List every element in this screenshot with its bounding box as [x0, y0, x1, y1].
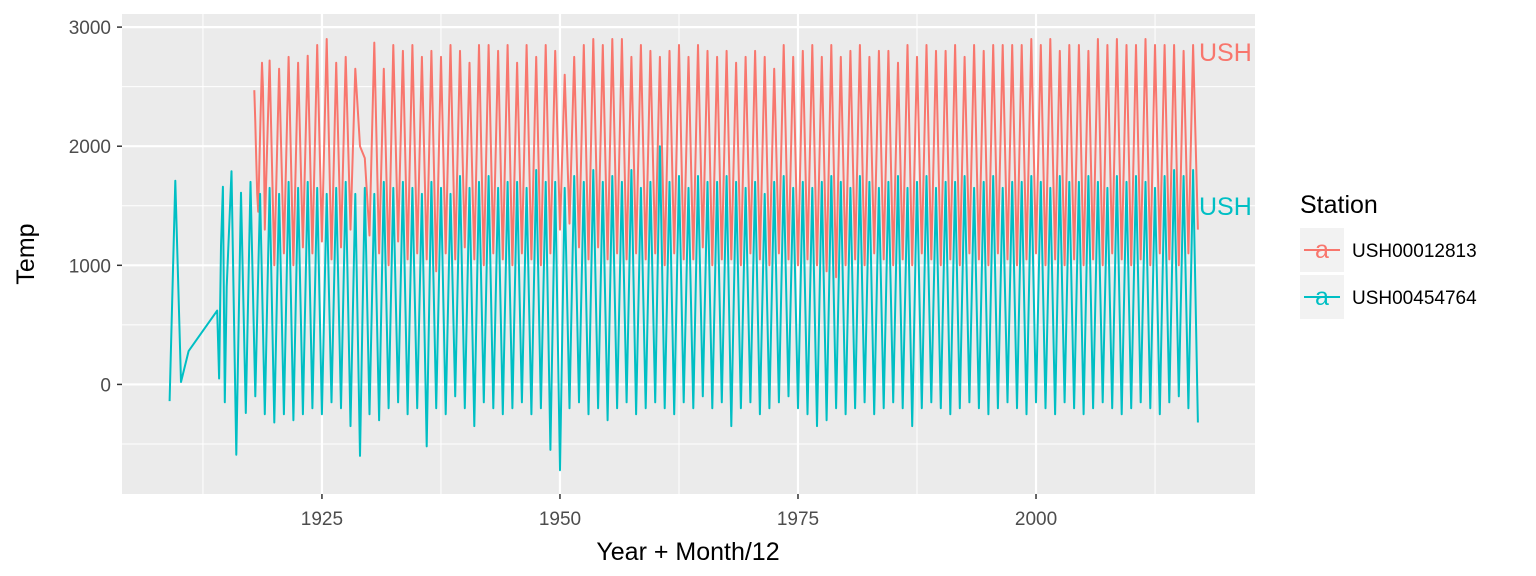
x-axis-title: Year + Month/12 [596, 538, 779, 566]
y-axis: 0 1000 2000 3000 [69, 18, 122, 396]
series-line-ush00012813 [253, 38, 1199, 279]
y-axis-title: Temp [12, 223, 40, 284]
legend-key-glyph: a [1315, 283, 1329, 311]
series-layer [168, 38, 1199, 472]
series-line-ush00454764 [168, 145, 1199, 472]
y-tick-label: 3000 [69, 18, 111, 39]
legend-label: USH00012813 [1352, 241, 1477, 262]
legend-entry-ush00454764: a USH00454764 [1300, 275, 1477, 319]
end-labels: USH USH [1199, 39, 1252, 221]
x-tick-label: 2000 [1015, 509, 1057, 530]
legend-entry-ush00012813: a USH00012813 [1300, 228, 1477, 272]
series-end-label-ush00012813: USH [1199, 39, 1252, 67]
y-tick-label: 1000 [69, 256, 111, 277]
legend-title: Station [1300, 191, 1378, 219]
x-axis: 1925 1950 1975 2000 [301, 494, 1057, 530]
legend-label: USH00454764 [1352, 288, 1477, 309]
legend-key-glyph: a [1315, 236, 1329, 264]
x-tick-label: 1925 [301, 509, 343, 530]
legend: Station a USH00012813 a USH00454764 [1300, 191, 1477, 319]
y-tick-label: 0 [100, 375, 111, 396]
series-end-label-ush00454764: USH [1199, 193, 1252, 221]
x-tick-label: 1950 [539, 509, 581, 530]
y-tick-label: 2000 [69, 137, 111, 158]
x-tick-label: 1975 [777, 509, 819, 530]
